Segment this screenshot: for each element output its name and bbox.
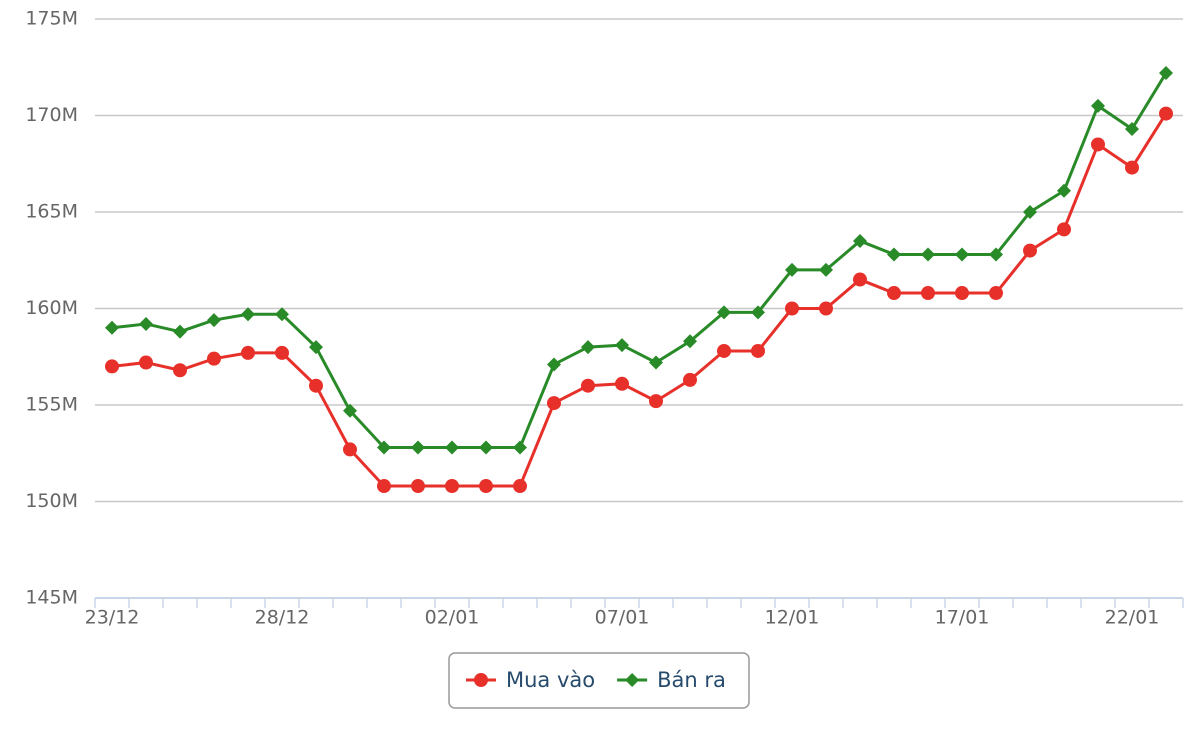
point <box>513 440 527 455</box>
point <box>377 479 391 494</box>
point <box>1023 243 1037 258</box>
point <box>615 338 629 353</box>
point <box>717 305 731 320</box>
point <box>309 340 323 355</box>
point <box>139 355 153 370</box>
x-tick-label: 17/01 <box>935 607 990 629</box>
point <box>411 479 425 494</box>
point <box>1159 106 1173 121</box>
point <box>343 403 357 418</box>
point <box>139 316 153 331</box>
point <box>479 440 493 455</box>
point <box>275 307 289 322</box>
x-tick-label: 12/01 <box>765 607 820 629</box>
point <box>547 396 561 411</box>
point <box>683 372 697 387</box>
point <box>683 334 697 349</box>
point <box>649 394 663 409</box>
legend-label: Bán ra <box>657 668 726 692</box>
point <box>853 272 867 287</box>
point <box>1057 222 1071 237</box>
point <box>479 479 493 494</box>
y-tick-label: 150M <box>25 490 78 512</box>
legend-marker <box>474 673 488 687</box>
point <box>241 345 255 360</box>
point <box>649 355 663 370</box>
point <box>955 286 969 301</box>
point <box>581 340 595 355</box>
series-line <box>111 112 1168 488</box>
point <box>547 357 561 372</box>
point <box>173 363 187 378</box>
point <box>207 313 221 328</box>
legend-box <box>448 652 750 709</box>
point <box>955 247 969 262</box>
x-tick-label: 02/01 <box>425 607 480 629</box>
point <box>377 440 391 455</box>
point <box>1023 205 1037 219</box>
point <box>309 378 323 393</box>
x-tick-label: 07/01 <box>595 607 650 629</box>
point <box>105 320 119 335</box>
point <box>853 233 867 248</box>
point <box>819 301 833 316</box>
y-tick-label: 175M <box>25 8 78 30</box>
point <box>887 286 901 301</box>
point <box>445 440 459 455</box>
point <box>241 307 255 322</box>
point <box>513 479 527 494</box>
point <box>751 305 765 320</box>
point <box>785 301 799 316</box>
point <box>173 324 187 339</box>
point <box>819 262 833 277</box>
point <box>717 343 731 358</box>
y-tick-label: 145M <box>25 587 78 609</box>
y-tick-label: 170M <box>25 104 78 126</box>
point <box>1091 137 1105 152</box>
point <box>615 376 629 391</box>
point <box>887 247 901 262</box>
point <box>275 345 289 360</box>
legend: Mua vào Bán ra <box>448 652 750 709</box>
legend-label: Mua vào <box>506 668 595 692</box>
y-tick-label: 155M <box>25 394 78 416</box>
legend-marker <box>625 673 640 687</box>
point <box>1091 98 1105 113</box>
point <box>921 286 935 301</box>
point <box>989 286 1003 301</box>
y-tick-label: 160M <box>25 297 78 319</box>
point <box>921 247 935 262</box>
point <box>785 262 799 277</box>
point <box>343 442 357 457</box>
y-tick-label: 165M <box>25 201 78 223</box>
point <box>1159 66 1173 81</box>
x-tick-label: 28/12 <box>255 607 310 629</box>
point <box>445 479 459 494</box>
point <box>207 351 221 366</box>
point <box>1057 183 1071 198</box>
point <box>751 343 765 358</box>
point <box>581 378 595 393</box>
point <box>105 359 119 374</box>
point <box>989 247 1003 262</box>
x-tick-label: 23/12 <box>85 607 140 629</box>
point <box>1125 122 1139 137</box>
point <box>411 440 425 455</box>
point <box>1125 160 1139 175</box>
x-tick-label: 22/01 <box>1105 607 1160 629</box>
